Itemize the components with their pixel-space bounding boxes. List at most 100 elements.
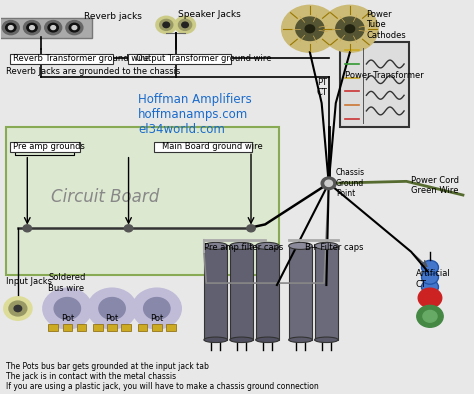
- Text: Soldered
Bus wire: Soldered Bus wire: [48, 273, 86, 293]
- Circle shape: [27, 23, 37, 32]
- Text: Reverb Jacks are grounded to the chassis: Reverb Jacks are grounded to the chassis: [6, 67, 181, 76]
- FancyBboxPatch shape: [230, 246, 254, 340]
- FancyBboxPatch shape: [77, 324, 86, 331]
- Ellipse shape: [255, 242, 279, 249]
- Ellipse shape: [230, 242, 254, 249]
- Text: The Pots bus bar gets grounded at the input jack tab: The Pots bus bar gets grounded at the in…: [6, 362, 209, 370]
- Circle shape: [54, 297, 81, 320]
- Text: Power Transformer: Power Transformer: [345, 71, 424, 80]
- Circle shape: [156, 16, 177, 33]
- Circle shape: [72, 26, 77, 30]
- Ellipse shape: [289, 337, 312, 342]
- Circle shape: [124, 225, 133, 232]
- Circle shape: [321, 177, 336, 190]
- Text: Reverb Transformer ground wire: Reverb Transformer ground wire: [13, 54, 149, 63]
- FancyBboxPatch shape: [154, 142, 252, 152]
- Circle shape: [163, 22, 170, 28]
- Circle shape: [99, 297, 125, 320]
- Circle shape: [345, 25, 355, 33]
- FancyBboxPatch shape: [10, 142, 80, 152]
- Ellipse shape: [255, 337, 279, 342]
- Circle shape: [175, 16, 195, 33]
- FancyBboxPatch shape: [128, 54, 231, 63]
- Ellipse shape: [204, 337, 228, 342]
- Circle shape: [417, 305, 443, 327]
- Text: Chassis
Ground
Point: Chassis Ground Point: [336, 168, 365, 198]
- Ellipse shape: [204, 242, 228, 249]
- Circle shape: [24, 20, 40, 35]
- FancyBboxPatch shape: [10, 54, 113, 63]
- Circle shape: [88, 288, 137, 329]
- FancyBboxPatch shape: [107, 324, 117, 331]
- Circle shape: [160, 19, 173, 30]
- Ellipse shape: [315, 337, 338, 342]
- Circle shape: [423, 310, 437, 322]
- Circle shape: [6, 23, 16, 32]
- Circle shape: [23, 225, 32, 232]
- Circle shape: [421, 280, 438, 294]
- Circle shape: [144, 297, 170, 320]
- FancyBboxPatch shape: [93, 324, 103, 331]
- FancyBboxPatch shape: [138, 324, 147, 331]
- Text: Pre amp filter caps: Pre amp filter caps: [204, 243, 283, 253]
- Text: B+ Filter caps: B+ Filter caps: [305, 243, 364, 253]
- Text: Main Board ground wire: Main Board ground wire: [162, 141, 262, 151]
- Ellipse shape: [230, 337, 254, 342]
- Text: Output Transformer ground wire: Output Transformer ground wire: [136, 54, 271, 63]
- Text: Circuit Board: Circuit Board: [51, 188, 159, 206]
- Circle shape: [322, 5, 378, 52]
- FancyBboxPatch shape: [121, 324, 131, 331]
- Circle shape: [2, 20, 19, 35]
- Circle shape: [179, 19, 191, 30]
- FancyBboxPatch shape: [204, 246, 228, 340]
- Circle shape: [325, 180, 332, 186]
- Circle shape: [421, 270, 438, 284]
- Text: Pot: Pot: [150, 314, 164, 323]
- Text: Reverb jacks: Reverb jacks: [84, 12, 142, 21]
- Circle shape: [182, 22, 188, 28]
- Text: Hoffman Amplifiers
hoffmanamps.com
el34world.com: Hoffman Amplifiers hoffmanamps.com el34w…: [138, 93, 252, 136]
- Ellipse shape: [289, 242, 312, 249]
- Circle shape: [9, 301, 27, 316]
- Circle shape: [14, 305, 22, 312]
- FancyBboxPatch shape: [255, 246, 279, 340]
- Circle shape: [30, 26, 34, 30]
- Text: If you are using a plastic jack, you will have to make a chassis ground connecti: If you are using a plastic jack, you wil…: [6, 382, 319, 391]
- Circle shape: [296, 17, 324, 41]
- Circle shape: [132, 288, 181, 329]
- Text: PT
CT: PT CT: [317, 78, 328, 97]
- FancyBboxPatch shape: [6, 126, 279, 275]
- FancyBboxPatch shape: [152, 324, 162, 331]
- Text: Artificial
CT: Artificial CT: [416, 269, 451, 289]
- Circle shape: [45, 20, 62, 35]
- Text: Pre amp grounds: Pre amp grounds: [13, 141, 85, 151]
- Circle shape: [247, 225, 255, 232]
- Circle shape: [43, 288, 92, 329]
- Circle shape: [66, 20, 83, 35]
- Text: Pot: Pot: [61, 314, 74, 323]
- FancyBboxPatch shape: [63, 324, 72, 331]
- FancyBboxPatch shape: [166, 324, 176, 331]
- Text: Power Cord
Green Wire: Power Cord Green Wire: [411, 176, 459, 195]
- Circle shape: [4, 297, 32, 320]
- Text: The jack is in contact with the metal chassis: The jack is in contact with the metal ch…: [6, 372, 176, 381]
- FancyBboxPatch shape: [48, 324, 58, 331]
- Circle shape: [9, 26, 13, 30]
- Circle shape: [51, 26, 55, 30]
- Text: Speaker Jacks: Speaker Jacks: [178, 10, 241, 19]
- Circle shape: [282, 5, 338, 52]
- FancyBboxPatch shape: [315, 246, 338, 340]
- Circle shape: [336, 17, 364, 41]
- Text: Input Jacks: Input Jacks: [6, 277, 52, 286]
- FancyBboxPatch shape: [289, 246, 312, 340]
- Text: Pot: Pot: [105, 314, 118, 323]
- Ellipse shape: [315, 242, 338, 249]
- FancyBboxPatch shape: [340, 43, 409, 126]
- Circle shape: [418, 288, 442, 308]
- Circle shape: [421, 260, 438, 275]
- Circle shape: [69, 23, 80, 32]
- Text: Power
Tube
Cathodes: Power Tube Cathodes: [366, 10, 406, 40]
- FancyBboxPatch shape: [0, 18, 92, 38]
- Circle shape: [48, 23, 58, 32]
- Circle shape: [305, 25, 315, 33]
